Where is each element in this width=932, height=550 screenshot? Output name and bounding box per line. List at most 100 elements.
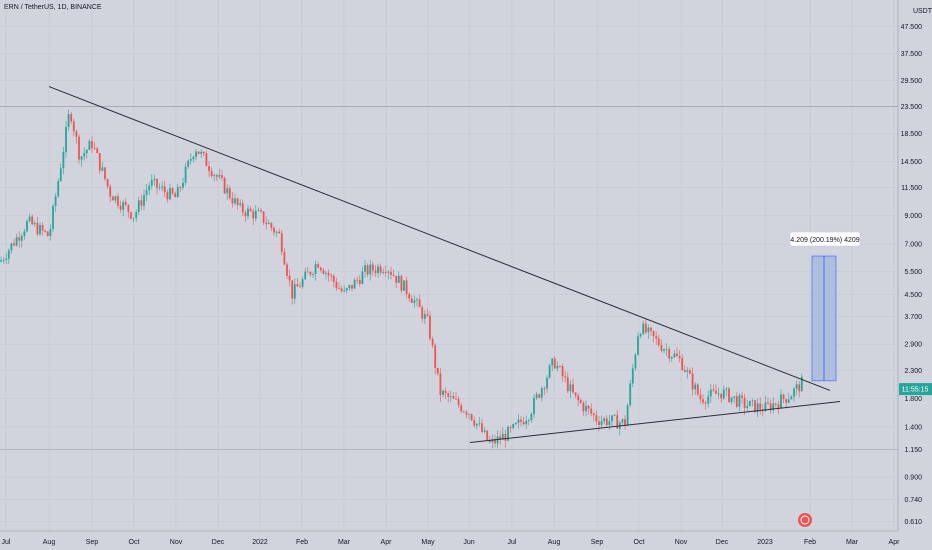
candle-body xyxy=(41,225,44,231)
candle-body xyxy=(202,151,205,154)
candle-body xyxy=(15,237,18,246)
candle-body xyxy=(514,422,517,425)
candle-body xyxy=(332,275,335,282)
candle-body xyxy=(390,271,392,276)
y-tick-label: 11.500 xyxy=(901,185,922,192)
candle-body xyxy=(275,231,278,233)
candle-body xyxy=(670,357,673,359)
candle-body xyxy=(694,384,697,390)
candle-body xyxy=(44,230,47,232)
candle-body xyxy=(509,427,512,429)
candle-body xyxy=(111,196,114,201)
candle-body xyxy=(91,141,93,149)
candle-body xyxy=(738,395,741,407)
candle-body xyxy=(686,370,689,372)
candle-body xyxy=(455,398,457,400)
candle-body xyxy=(660,345,663,351)
lower-trendline xyxy=(469,401,841,444)
candle-body xyxy=(223,177,226,194)
candle-body xyxy=(265,222,268,225)
candle-body xyxy=(358,279,361,284)
candle-body xyxy=(400,275,403,291)
candle-body xyxy=(621,419,624,423)
candle-body xyxy=(338,288,340,289)
candle-body xyxy=(629,383,632,406)
candle-body xyxy=(88,141,91,150)
candle-body xyxy=(150,180,153,186)
candle-body xyxy=(650,327,652,331)
y-tick-label: 3.700 xyxy=(904,314,922,321)
candle-body xyxy=(174,193,177,198)
candle-body xyxy=(127,204,130,213)
candle-body xyxy=(483,430,486,432)
candle-body xyxy=(741,395,743,398)
candle-body xyxy=(793,388,795,397)
y-tick-label: 18.500 xyxy=(901,131,923,138)
candle-body xyxy=(351,284,353,289)
candle-body xyxy=(717,393,720,395)
candle-body xyxy=(475,423,478,426)
candle-body xyxy=(137,200,140,212)
candle-body xyxy=(31,216,34,225)
candle-body xyxy=(613,415,616,416)
price-tag xyxy=(899,383,932,396)
candle-body xyxy=(348,284,351,289)
candle-body xyxy=(504,433,507,441)
candle-body xyxy=(364,265,366,272)
candle-body xyxy=(429,315,431,339)
candle-body xyxy=(572,384,574,393)
candle-body xyxy=(262,211,265,223)
x-tick-label: Nov xyxy=(170,539,183,546)
currency-label: USDT xyxy=(912,8,932,15)
candle-body xyxy=(187,160,190,167)
price-tag-label: 11:55:15 xyxy=(902,387,929,394)
candle-body xyxy=(356,279,359,281)
candle-body xyxy=(65,126,67,153)
candle-body xyxy=(423,314,426,319)
candle-body xyxy=(678,355,681,359)
candle-body xyxy=(80,156,83,160)
candle-body xyxy=(501,433,504,440)
candle-body xyxy=(590,408,593,414)
candle-body xyxy=(603,418,606,422)
candle-body xyxy=(296,284,299,287)
candle-body xyxy=(499,436,502,440)
candle-body xyxy=(712,389,715,391)
candle-body xyxy=(46,231,49,237)
candle-body xyxy=(184,166,187,183)
candle-body xyxy=(130,212,132,219)
candle-body xyxy=(639,334,642,337)
candle-body xyxy=(720,393,723,399)
candle-body xyxy=(452,396,455,399)
candle-body xyxy=(5,258,8,261)
candle-body xyxy=(699,394,702,400)
candle-body xyxy=(39,225,41,235)
candle-body xyxy=(413,300,416,303)
candle-body xyxy=(2,260,5,261)
candle-body xyxy=(252,211,255,219)
candle-body xyxy=(291,280,294,299)
x-tick-label: Aug xyxy=(548,539,561,546)
candle-body xyxy=(426,314,429,316)
y-tick-label: 7.000 xyxy=(904,242,922,249)
candle-body xyxy=(205,153,208,167)
candle-body xyxy=(395,275,398,283)
candle-body xyxy=(36,222,39,235)
candle-body xyxy=(707,396,710,404)
y-tick-label: 23.500 xyxy=(901,104,923,111)
candle-body xyxy=(200,151,203,154)
candle-body xyxy=(114,196,117,201)
y-tick-label: 2.900 xyxy=(904,342,922,349)
candle-body xyxy=(782,394,785,400)
candle-body xyxy=(317,264,320,268)
candle-body xyxy=(421,307,424,319)
x-tick-label: 2023 xyxy=(757,539,773,546)
candle-body xyxy=(231,198,234,204)
candle-body xyxy=(169,188,171,200)
candle-body xyxy=(195,151,197,157)
candle-body xyxy=(436,367,439,374)
candle-body xyxy=(777,404,780,409)
candle-body xyxy=(637,336,639,355)
